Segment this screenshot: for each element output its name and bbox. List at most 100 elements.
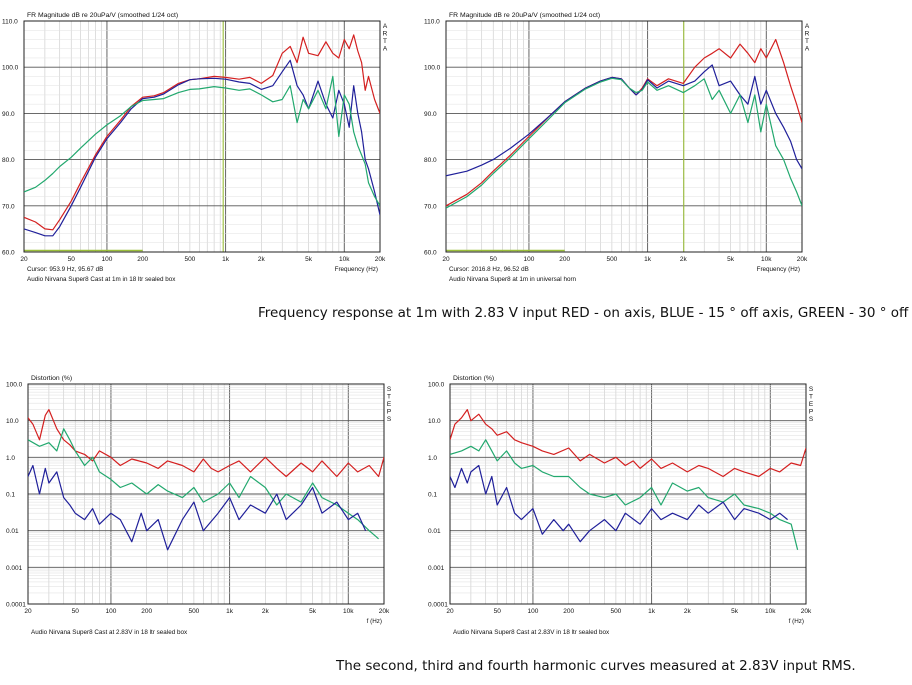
- x-tick-label: 10k: [765, 608, 776, 615]
- cursor-readout: Cursor: 953.9 Hz, 95.67 dB: [27, 266, 103, 273]
- x-tick-label: 200: [559, 256, 570, 263]
- side-label-letter: A: [805, 46, 810, 53]
- y-tick-label: 100.0: [424, 65, 441, 72]
- side-label-letter: T: [387, 394, 391, 401]
- x-tick-label: 20: [24, 608, 32, 615]
- y-tick-label: 10.0: [6, 418, 19, 425]
- x-tick-label: 100: [528, 608, 539, 615]
- cursor-readout: Cursor: 2016.8 Hz, 96.52 dB: [449, 266, 529, 273]
- x-tick-label: 1k: [648, 608, 656, 615]
- x-tick-label: 5k: [309, 608, 317, 615]
- x-tick-label: 100: [106, 608, 117, 615]
- y-tick-label: 100.0: [428, 382, 445, 389]
- y-tick-label: 1.0: [428, 455, 437, 462]
- x-tick-label: 2k: [258, 256, 266, 263]
- distortion-caption: The second, third and fourth harmonic cu…: [336, 658, 856, 674]
- y-tick-label: 80.0: [2, 157, 15, 164]
- side-label-letter: T: [805, 38, 809, 45]
- side-label-letter: T: [809, 394, 813, 401]
- chart-note: Audio Nirvana Super8 Cast at 2.83V in 18…: [453, 629, 610, 636]
- x-tick-label: 20k: [801, 608, 812, 615]
- y-tick-label: 100.0: [6, 382, 23, 389]
- series-line-red: [24, 34, 380, 231]
- x-tick-label: 2k: [680, 256, 688, 263]
- series-line-green: [24, 75, 380, 207]
- y-tick-label: 0.1: [6, 492, 15, 499]
- side-label-letter: A: [805, 23, 810, 30]
- fr-caption: Frequency response at 1m with 2.83 V inp…: [258, 305, 912, 321]
- x-tick-label: 500: [610, 608, 621, 615]
- series-line-red: [450, 409, 806, 478]
- series-line-blue: [28, 464, 367, 551]
- series-line-green: [446, 77, 802, 209]
- y-tick-label: 10.0: [428, 418, 441, 425]
- x-axis-label: f (Hz): [367, 618, 382, 625]
- chart-title: FR Magnitude dB re 20uPa/V (smoothed 1/2…: [449, 12, 600, 19]
- x-axis-label: f (Hz): [789, 618, 804, 625]
- plot-frame: [445, 20, 803, 253]
- chart-title: FR Magnitude dB re 20uPa/V (smoothed 1/2…: [27, 12, 178, 19]
- side-label-letter: A: [383, 46, 388, 53]
- plot-frame: [23, 20, 381, 253]
- x-tick-label: 20k: [379, 608, 390, 615]
- side-label-letter: S: [387, 416, 392, 423]
- y-tick-label: 60.0: [2, 250, 15, 257]
- x-tick-label: 5k: [727, 256, 735, 263]
- fr-chart-right: 110.0 100.0 90.0 80.0 70.0 60.0 20 50 100 200 500 1…: [424, 12, 810, 283]
- y-tick-label: 0.01: [428, 528, 441, 535]
- chart-note: Audio Nirvana Super8 Cast at 2.83V in 18…: [31, 629, 188, 636]
- x-tick-label: 2k: [262, 608, 270, 615]
- chart-title: Distortion (%): [453, 375, 494, 382]
- y-tick-label: 110.0: [2, 19, 18, 26]
- x-axis-label: Frequency (Hz): [335, 266, 378, 273]
- y-tick-label: 0.01: [6, 528, 19, 535]
- y-tick-label: 0.0001: [428, 602, 448, 609]
- series-line-red: [446, 38, 802, 207]
- side-label-letter: E: [809, 401, 814, 408]
- side-label-letter: R: [383, 31, 388, 38]
- side-label-letter: S: [387, 386, 392, 393]
- x-tick-label: 10k: [339, 256, 350, 263]
- x-tick-label: 500: [188, 608, 199, 615]
- y-tick-label: 80.0: [424, 157, 437, 164]
- plot-frame: [27, 383, 385, 605]
- side-label-letter: R: [805, 31, 810, 38]
- y-tick-label: 90.0: [424, 111, 437, 118]
- side-label-letter: E: [387, 401, 392, 408]
- series-line-blue: [450, 464, 788, 543]
- series-line-blue: [24, 59, 380, 237]
- x-tick-label: 20k: [375, 256, 386, 263]
- x-tick-label: 10k: [761, 256, 772, 263]
- x-tick-label: 200: [141, 608, 152, 615]
- y-tick-label: 110.0: [424, 19, 440, 26]
- chart-title: Distortion (%): [31, 375, 72, 382]
- y-tick-label: 0.0001: [6, 602, 26, 609]
- fr-chart-left: 110.0 100.0 90.0 80.0 70.0 60.0 20 50 100 200 500 1…: [2, 12, 388, 283]
- x-tick-label: 2k: [684, 608, 692, 615]
- plot-frame: [449, 383, 807, 605]
- x-tick-label: 10k: [343, 608, 354, 615]
- x-tick-label: 20: [446, 608, 454, 615]
- y-tick-label: 70.0: [2, 203, 15, 210]
- x-tick-label: 20k: [797, 256, 808, 263]
- y-tick-label: 1.0: [6, 455, 15, 462]
- y-tick-label: 0.001: [6, 565, 23, 572]
- side-label-letter: A: [383, 23, 388, 30]
- x-tick-label: 20: [442, 256, 450, 263]
- x-tick-label: 200: [563, 608, 574, 615]
- y-tick-label: 90.0: [2, 111, 15, 118]
- chart-note: Audio Nirvana Super8 Cast at 1m in 18 lt…: [27, 276, 176, 283]
- x-tick-label: 500: [184, 256, 195, 263]
- x-tick-label: 50: [68, 256, 76, 263]
- x-tick-label: 50: [72, 608, 80, 615]
- series-line-green: [450, 439, 799, 550]
- x-tick-label: 5k: [731, 608, 739, 615]
- y-tick-label: 0.1: [428, 492, 437, 499]
- x-tick-label: 100: [102, 256, 113, 263]
- y-tick-label: 60.0: [424, 250, 437, 257]
- series-line-red: [28, 409, 384, 478]
- x-tick-label: 500: [606, 256, 617, 263]
- x-axis-label: Frequency (Hz): [757, 266, 800, 273]
